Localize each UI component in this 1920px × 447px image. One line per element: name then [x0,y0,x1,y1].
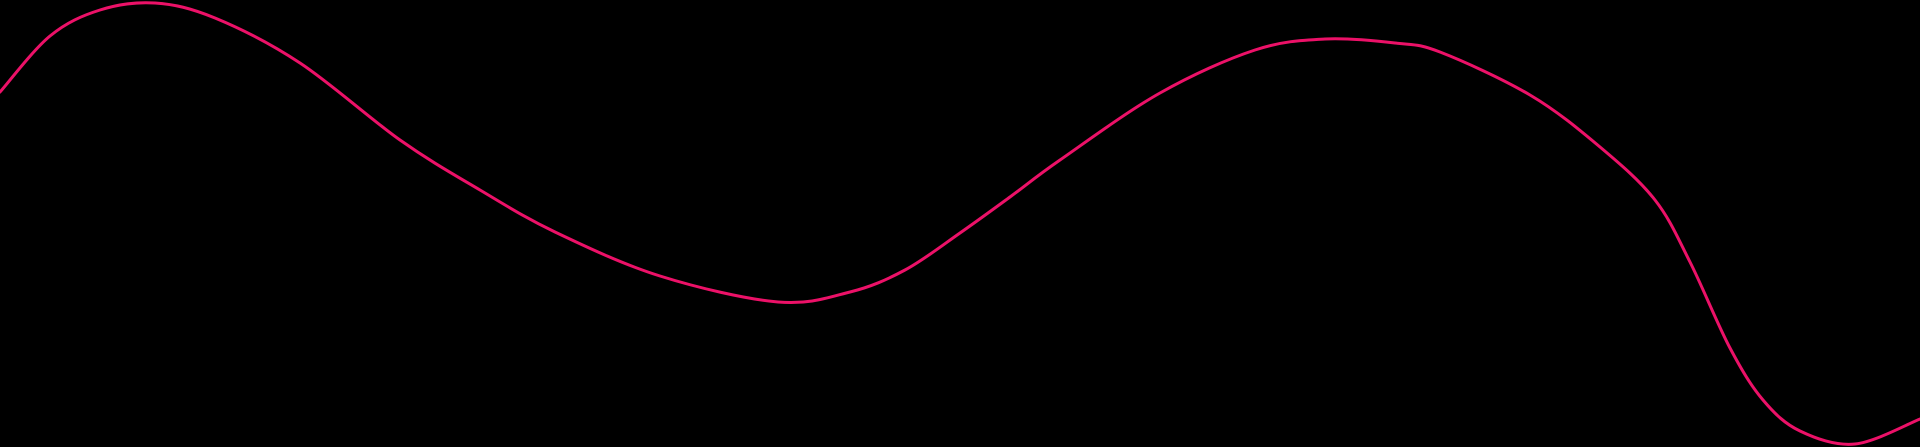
chart-canvas [0,0,1920,447]
wave-path [0,1,1920,446]
wave-line-chart [0,1,1920,446]
